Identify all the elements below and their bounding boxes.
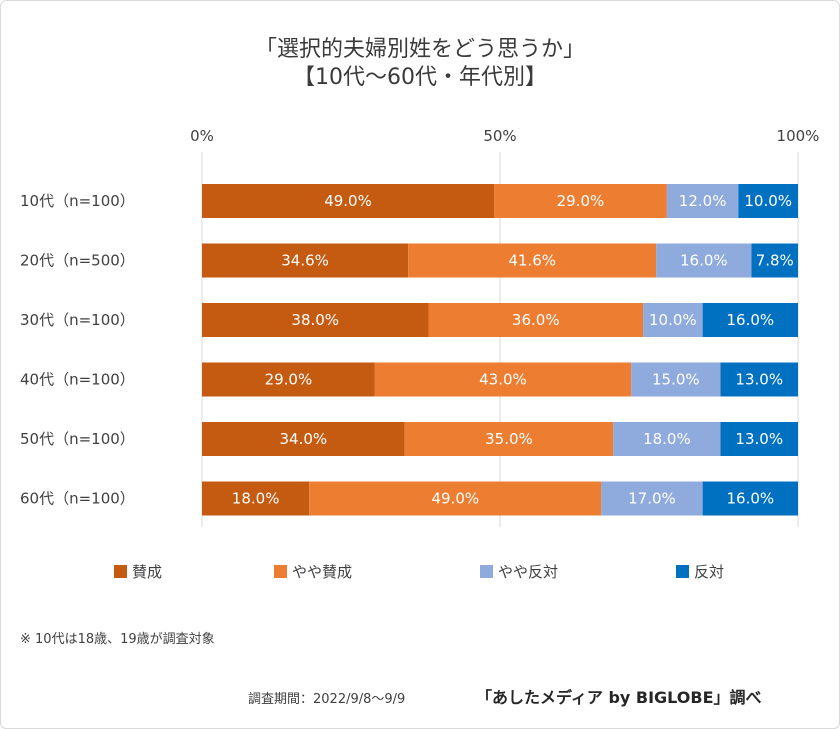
category-label: 50代（n=100） — [20, 430, 135, 448]
data-label: 15.0% — [652, 371, 700, 389]
category-label: 40代（n=100） — [20, 371, 135, 389]
chart-title-line1: 「選択的夫婦別姓をどう思うか」 — [254, 37, 585, 62]
bar-segment — [702, 303, 798, 337]
data-label: 13.0% — [735, 371, 783, 389]
data-label: 10.0% — [649, 311, 697, 329]
data-label: 18.0% — [232, 490, 280, 508]
bar-segment — [738, 184, 798, 218]
legend-label: 賛成 — [132, 563, 162, 581]
data-label: 16.0% — [726, 490, 774, 508]
bar-segment — [666, 184, 739, 218]
data-label: 7.8% — [756, 252, 794, 270]
data-label: 34.6% — [281, 252, 329, 270]
legend-swatch — [114, 565, 127, 578]
data-label: 10.0% — [744, 192, 792, 210]
bar-segment — [374, 362, 632, 397]
x-tick-label: 100% — [777, 127, 820, 145]
legend-swatch — [480, 565, 493, 578]
data-label: 12.0% — [679, 192, 727, 210]
bar-segment — [720, 422, 798, 456]
bar-segment — [643, 303, 703, 337]
data-label: 16.0% — [726, 311, 774, 329]
category-label: 20代（n=500） — [20, 252, 135, 270]
data-label: 29.0% — [557, 192, 605, 210]
source-credit: 「あしたメディア by BIGLOBE」調べ — [476, 688, 762, 707]
legend-swatch — [274, 565, 287, 578]
survey-period: 調査期間：2022/9/8～9/9 — [248, 692, 406, 707]
bar-segment — [202, 303, 429, 337]
bar-segment — [751, 243, 798, 278]
bar-segment — [601, 481, 703, 516]
legend-label: やや反対 — [498, 563, 558, 581]
data-label: 13.0% — [735, 430, 783, 448]
bar-segment — [202, 422, 405, 456]
bar-segment — [702, 481, 798, 516]
bar-segment — [720, 362, 798, 397]
data-label: 38.0% — [291, 311, 339, 329]
category-label: 60代（n=100） — [20, 490, 135, 508]
bar-segment — [309, 481, 602, 516]
bar-segment — [631, 362, 721, 397]
bar-segment — [494, 184, 667, 218]
data-label: 36.0% — [512, 311, 560, 329]
data-label: 34.0% — [279, 430, 327, 448]
footnote: ※ 10代は18歳、19歳が調査対象 — [20, 632, 215, 647]
data-label: 17.0% — [628, 490, 676, 508]
bar-segment — [428, 303, 644, 337]
bar-segment — [202, 184, 495, 218]
bar-segment — [202, 481, 310, 516]
bar-segment — [404, 422, 614, 456]
x-tick-label: 0% — [190, 127, 214, 145]
data-label: 29.0% — [265, 371, 313, 389]
legend-label: やや賛成 — [292, 563, 352, 581]
legend-swatch — [676, 565, 689, 578]
data-label: 18.0% — [643, 430, 691, 448]
data-label: 43.0% — [479, 371, 527, 389]
category-label: 10代（n=100） — [20, 192, 135, 210]
bar-segment — [202, 243, 409, 278]
bar-segment — [613, 422, 721, 456]
data-label: 41.6% — [508, 252, 556, 270]
bar-segment — [408, 243, 657, 278]
data-label: 16.0% — [680, 252, 728, 270]
data-label: 49.0% — [324, 192, 372, 210]
legend-label: 反対 — [694, 563, 724, 581]
data-label: 35.0% — [485, 430, 533, 448]
x-tick-label: 50% — [483, 127, 516, 145]
bar-segment — [656, 243, 752, 278]
chart-title-line2: 【10代～60代・年代別】 — [293, 65, 547, 90]
data-label: 49.0% — [431, 490, 479, 508]
bar-segment — [202, 362, 375, 397]
category-label: 30代（n=100） — [20, 311, 135, 329]
